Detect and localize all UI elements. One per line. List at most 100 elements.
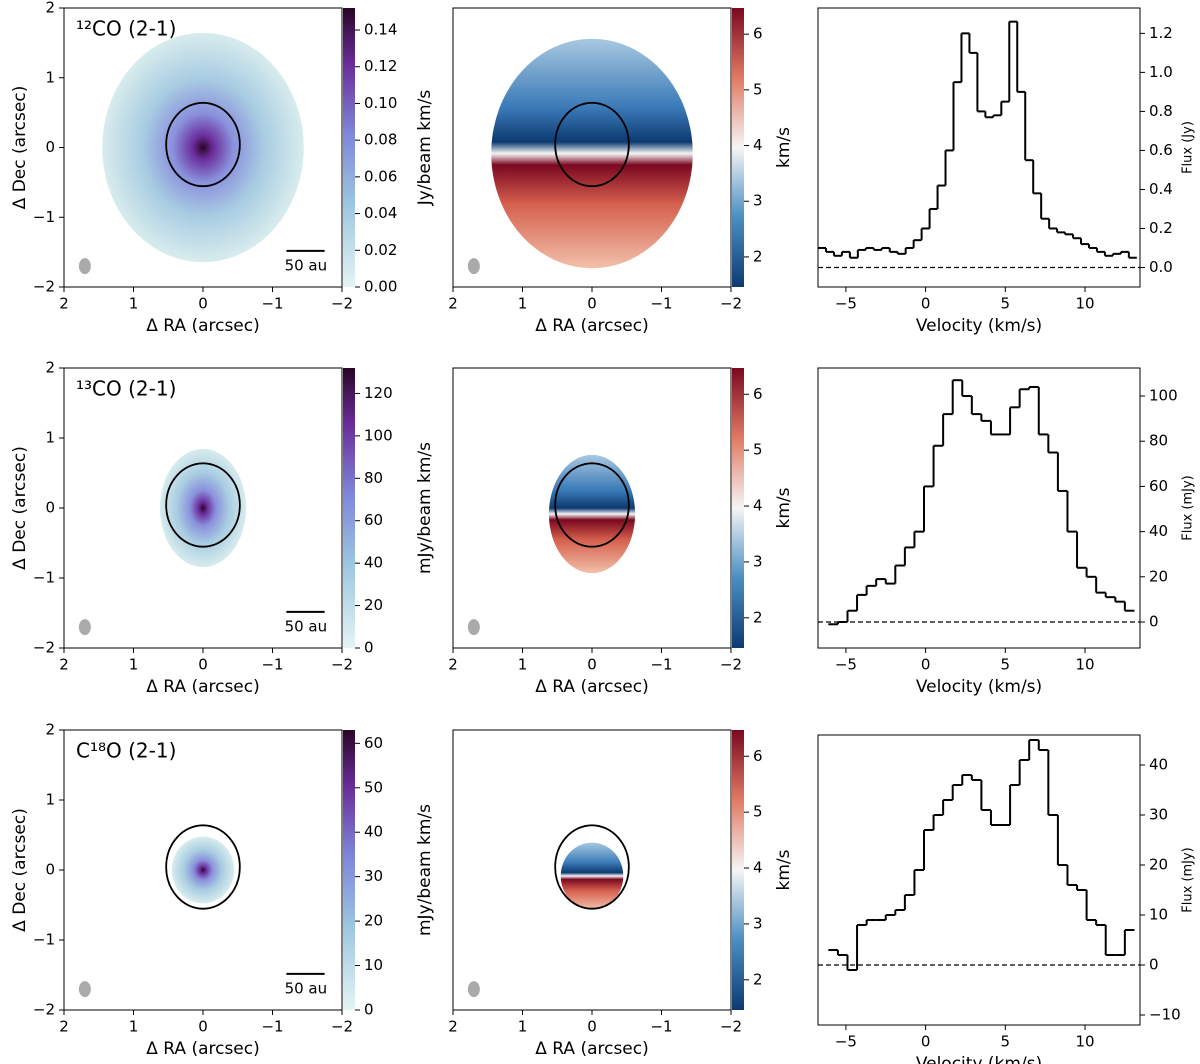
x-axis-label: Δ RA (arcsec): [535, 1039, 649, 1059]
y-tick-label: −1: [33, 931, 55, 949]
y-tick-label: 0: [1149, 956, 1159, 974]
x-tick-label: 0: [198, 656, 208, 674]
x-axis-label: Δ RA (arcsec): [146, 316, 260, 336]
y-tick-label: 0.0: [1149, 258, 1173, 276]
y-tick-label: 20: [1149, 856, 1168, 874]
colorbar-tick-label: 0.06: [364, 167, 397, 185]
y-axis-label: Flux (mJy): [1181, 847, 1196, 913]
x-tick-label: 0: [587, 656, 597, 674]
y-tick-label: 10: [1149, 906, 1168, 924]
x-tick-label: 2: [59, 1018, 69, 1036]
colorbar-tick-label: 30: [364, 867, 383, 885]
x-tick-label: 1: [129, 1018, 139, 1036]
colorbar-tick-label: 40: [364, 823, 383, 841]
x-axis-label: Δ RA (arcsec): [146, 677, 260, 697]
x-tick-label: 5: [1001, 1033, 1011, 1051]
x-tick-label: 0: [921, 1033, 931, 1051]
y-tick-label: 60: [1149, 477, 1168, 495]
colorbar-tick-label: 2: [753, 970, 763, 988]
y-axis-label: Δ Dec (arcsec): [10, 808, 30, 932]
x-tick-label: 5: [1001, 656, 1011, 674]
y-tick-label: 30: [1149, 806, 1168, 824]
y-tick-label: 2: [45, 359, 55, 377]
beam: [467, 258, 480, 275]
x-tick-label: 0: [587, 1018, 597, 1036]
colorbar-tick-label: 3: [753, 192, 763, 210]
x-tick-label: −1: [261, 1018, 283, 1036]
y-axis-label: Δ Dec (arcsec): [10, 86, 30, 210]
colorbar-tick-label: 5: [753, 441, 763, 459]
step-riser: [824, 21, 1130, 258]
y-tick-label: 0: [45, 499, 55, 517]
velocity-map: [560, 842, 624, 910]
y-tick-label: 2: [45, 721, 55, 739]
x-tick-label: −1: [261, 295, 283, 313]
y-tick-label: 1: [45, 791, 55, 809]
velocity-map: [548, 454, 636, 574]
y-tick-label: 0: [45, 861, 55, 879]
x-tick-label: −1: [650, 656, 672, 674]
x-tick-label: 1: [518, 295, 528, 313]
contour: [165, 824, 241, 910]
step-riser: [836, 380, 1126, 625]
y-tick-label: 0: [1149, 613, 1159, 631]
x-tick-label: 2: [59, 656, 69, 674]
y-tick-label: −2: [33, 639, 55, 657]
colorbar-tick-label: 60: [364, 511, 383, 529]
colorbar-tick-label: 60: [364, 734, 383, 752]
step-riser: [836, 740, 1126, 970]
colorbar-tick-label: 0.12: [364, 57, 397, 75]
x-tick-label: 2: [448, 1018, 458, 1036]
colorbar-label: km/s: [774, 849, 794, 890]
x-tick-label: 0: [921, 295, 931, 313]
y-tick-label: −1: [33, 208, 55, 226]
beam: [467, 619, 480, 636]
y-tick-label: 0.2: [1149, 219, 1173, 237]
colorbar: [732, 368, 744, 648]
colorbar-tick-label: 20: [364, 596, 383, 614]
x-tick-label: 10: [1075, 1033, 1094, 1051]
emission-map: [102, 32, 304, 263]
colorbar: [732, 730, 744, 1010]
colorbar-tick-label: 0.00: [364, 278, 397, 296]
beam: [78, 981, 91, 998]
velocity-map: [491, 38, 693, 269]
colorbar-label: km/s: [774, 487, 794, 528]
colorbar-tick-label: 2: [753, 608, 763, 626]
x-tick-label: −5: [835, 656, 857, 674]
x-tick-label: 2: [59, 295, 69, 313]
beam: [467, 981, 480, 998]
y-tick-label: 0.8: [1149, 102, 1173, 120]
x-tick-label: 1: [518, 1018, 528, 1036]
y-axis-label: Δ Dec (arcsec): [10, 446, 30, 570]
y-tick-label: 80: [1149, 432, 1168, 450]
emission-map: [171, 836, 235, 904]
line-label: ¹³CO (2-1): [76, 377, 176, 401]
x-tick-label: −5: [835, 1033, 857, 1051]
x-tick-label: −5: [835, 295, 857, 313]
scale-bar-label: 50 au: [285, 257, 328, 275]
beam: [78, 619, 91, 636]
x-axis-label: Velocity (km/s): [916, 1054, 1042, 1064]
x-axis-label: Δ RA (arcsec): [146, 1039, 260, 1059]
colorbar-tick-label: 6: [753, 385, 763, 403]
colorbar-tick-label: 4: [753, 497, 763, 515]
x-tick-label: −1: [650, 295, 672, 313]
emission-map: [159, 448, 247, 568]
colorbar-tick-label: 4: [753, 136, 763, 154]
x-tick-label: −2: [331, 295, 353, 313]
x-tick-label: 2: [448, 656, 458, 674]
colorbar-label: mJy/beam km/s: [415, 442, 435, 574]
x-tick-label: 10: [1075, 656, 1094, 674]
colorbar-label: mJy/beam km/s: [415, 804, 435, 936]
colorbar: [343, 730, 355, 1010]
colorbar-tick-label: 0.08: [364, 131, 397, 149]
x-tick-label: −2: [720, 295, 742, 313]
y-tick-label: 2: [45, 0, 55, 17]
x-tick-label: 2: [448, 295, 458, 313]
y-axis-label: Flux (Jy): [1181, 121, 1196, 174]
x-tick-label: −2: [720, 656, 742, 674]
y-tick-label: 1: [45, 429, 55, 447]
axes-frame: [817, 7, 1141, 288]
colorbar-tick-label: 0.14: [364, 21, 397, 39]
